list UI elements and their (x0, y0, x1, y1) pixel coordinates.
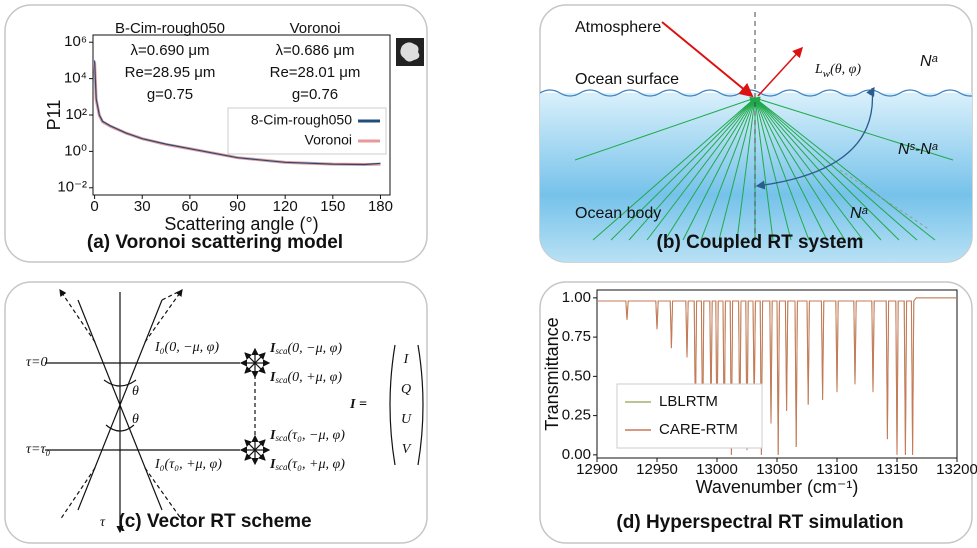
annotation: Re=28.95 μm (125, 64, 216, 81)
x-axis-label: Wavenumber (cm⁻¹) (696, 477, 859, 497)
label: Nᵃ (920, 53, 939, 70)
annotation: g=0.75 (147, 86, 193, 103)
y-axis-label: Transmittance (542, 317, 562, 430)
y-tick-label: 0.50 (562, 367, 591, 384)
label: Nᵃ (850, 205, 869, 222)
subscript: sca (275, 375, 287, 385)
caption: (c) Vector RT scheme (118, 511, 311, 532)
args: (0, −μ, φ) (287, 341, 342, 356)
label: θ (132, 384, 139, 399)
label: I₀(τ₀, +μ, φ) (154, 457, 222, 472)
y-tick-label: 10⁶ (64, 33, 87, 50)
x-axis-label: Scattering angle (°) (164, 214, 318, 234)
y-axis-label: P11 (44, 100, 64, 131)
y-tick-label: 10⁻² (57, 179, 87, 196)
y-tick-label: 10² (65, 106, 87, 123)
x-tick-label: 180 (368, 198, 393, 215)
stokes-entry: Q (401, 382, 411, 397)
x-tick-label: 120 (273, 198, 298, 215)
x-tick-label: 60 (182, 198, 199, 215)
y-tick-label: 0.25 (562, 407, 591, 424)
y-tick-label: 10⁴ (64, 70, 87, 87)
stokes-entry: U (401, 412, 412, 427)
panel-c (5, 282, 427, 543)
symbol: L (814, 62, 823, 77)
label: Nˢ-Nᵃ (898, 141, 939, 158)
legend-label: 8-Cim-rough050 (251, 112, 352, 128)
figure: Atmosphere Ocean surface Ocean body Lw(θ… (0, 0, 977, 548)
x-tick-label: 13100 (816, 461, 858, 478)
label: Ocean surface (575, 71, 679, 88)
x-tick-label: 0 (90, 198, 98, 215)
legend-label: Voronoi (305, 132, 352, 148)
annotation: g=0.76 (292, 86, 338, 103)
annotation: λ=0.686 μm (275, 42, 354, 59)
stokes-entry: V (402, 442, 412, 457)
caption: (d) Hyperspectral RT simulation (616, 512, 903, 533)
y-tick-label: 1.00 (562, 289, 591, 306)
annotation: Re=28.01 μm (270, 64, 361, 81)
args: (τ₀, +μ, φ) (287, 457, 345, 472)
label: τ=0 (26, 355, 47, 370)
x-tick-label: 13200 (936, 461, 977, 478)
y-tick-label: 0.75 (562, 328, 591, 345)
x-tick-label: 150 (320, 198, 345, 215)
annotation: λ=0.690 μm (130, 42, 209, 59)
annotation: Voronoi (290, 20, 341, 37)
legend-label: LBLRTM (659, 393, 718, 410)
subscript: sca (275, 462, 287, 472)
x-tick-label: 13150 (876, 461, 918, 478)
x-tick-label: 12900 (576, 461, 618, 478)
legend-label: CARE-RTM (659, 421, 738, 438)
y-tick-label: 10⁰ (64, 142, 87, 159)
label: θ (132, 412, 139, 427)
x-tick-label: 12950 (636, 461, 678, 478)
caption: (b) Coupled RT system (657, 232, 864, 253)
label: I = (349, 397, 367, 412)
x-tick-label: 13000 (696, 461, 738, 478)
subscript: sca (275, 433, 287, 443)
label: Ocean body (575, 205, 661, 222)
label: τ=τ₀ (26, 442, 50, 457)
radiance-label: Lw(θ, φ) (814, 62, 861, 79)
x-tick-label: 13050 (756, 461, 798, 478)
args: (0, +μ, φ) (287, 370, 342, 385)
label: I₀(0, −μ, φ) (154, 340, 219, 355)
args: (τ₀, −μ, φ) (287, 428, 345, 443)
annotation: B-Cim-rough050 (115, 20, 225, 37)
subscript: sca (275, 346, 287, 356)
x-tick-label: 90 (229, 198, 246, 215)
label: Atmosphere (575, 19, 661, 36)
caption: (a) Voronoi scattering model (87, 232, 343, 253)
x-tick-label: 30 (134, 198, 151, 215)
args: (θ, φ) (830, 62, 861, 77)
